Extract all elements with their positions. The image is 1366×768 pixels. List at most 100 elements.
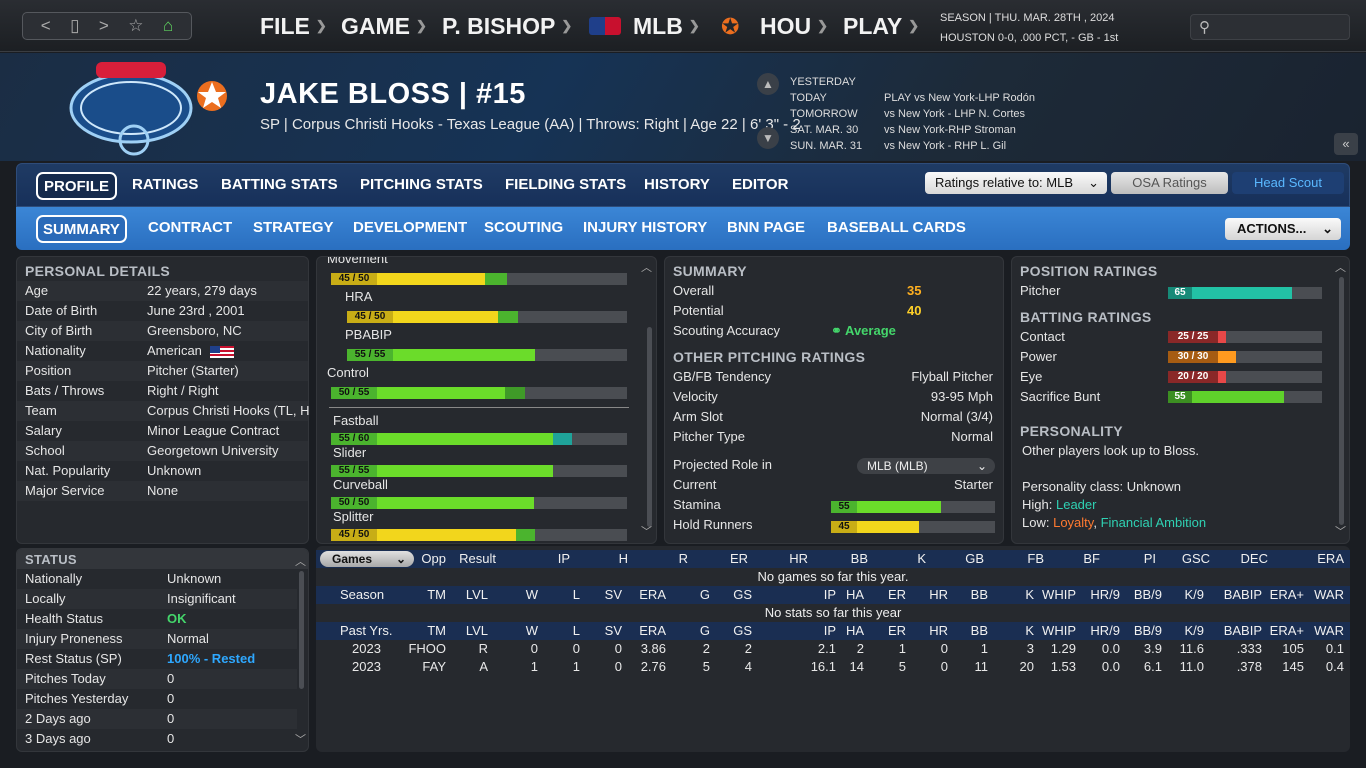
schedule-up-icon[interactable]: ▲ [757,73,779,95]
menu-manager[interactable]: P. BISHOP ❯ [442,10,572,42]
tab-summary[interactable]: SUMMARY [36,215,127,243]
rating-value: Normal [951,429,993,444]
column-header[interactable]: PI [1143,551,1156,566]
menu-team[interactable]: HOU ❯ [760,10,828,42]
schedule-game[interactable]: vs New York-RHP Stroman [884,124,1016,136]
pitcher-bar: 65 [1168,287,1322,299]
control-value: 50 / 55 [331,387,377,399]
column-header[interactable]: HR [789,551,808,566]
tab-ratings[interactable]: RATINGS [132,176,199,193]
column-header[interactable]: Opp [421,551,446,566]
menu-file[interactable]: FILE ❯ [260,10,327,42]
column-header[interactable]: GSC [1181,551,1210,566]
tab-pitching-stats[interactable]: PITCHING STATS [360,176,483,193]
column-header[interactable]: BF [1083,551,1100,566]
home-icon[interactable]: ⌂ [162,16,174,35]
forward-icon[interactable]: > [98,16,109,35]
back-icon[interactable]: < [40,16,51,35]
collapse-icon[interactable]: « [1334,133,1358,155]
detail-row: Nat. Popularity Unknown [17,461,308,481]
table-cell: 1 [980,641,988,656]
role-select[interactable]: MLB (MLB) ⌄ [857,458,995,474]
batting-row: Eye 20 / 20 [1012,367,1342,387]
scroll-down-icon[interactable]: ﹀ [641,526,652,538]
tab-history[interactable]: HISTORY [644,176,710,193]
search-input[interactable]: ⚲ [1190,14,1350,40]
table-cell: 5 [702,659,710,674]
table-cell: 2 [744,641,752,656]
chevron-down-icon: ❯ [561,18,573,33]
detail-value[interactable]: Corpus Christi Hooks (TL, H [147,403,310,418]
scroll-up-icon[interactable]: ︿ [641,262,652,274]
osa-ratings-button[interactable]: OSA Ratings [1111,172,1228,194]
tab-baseball-cards[interactable]: BASEBALL CARDS [827,219,966,236]
control-bar: 50 / 55 [331,387,627,399]
column-header[interactable]: K [917,551,926,566]
scroll-up-icon[interactable]: ︿ [1335,262,1346,274]
tab-contract[interactable]: CONTRACT [148,219,233,236]
tab-fielding-stats[interactable]: FIELDING STATS [505,176,627,193]
head-scout-button[interactable]: Head Scout [1232,172,1344,194]
column-header[interactable]: GB [965,551,984,566]
schedule-game[interactable]: vs New York - RHP L. Gil [884,140,1007,152]
panel-title: PERSONAL DETAILS [25,263,171,279]
menu-game[interactable]: GAME ❯ [341,10,427,42]
column-header[interactable]: ER [729,551,748,566]
tab-batting-stats[interactable]: BATTING STATS [221,176,338,193]
tab-development[interactable]: DEVELOPMENT [353,219,468,236]
column-header[interactable]: FB [1027,551,1044,566]
table-cell: 2023 [352,641,381,656]
tab-injury-history[interactable]: INJURY HISTORY [583,219,708,236]
column-header[interactable]: ERA [1317,551,1344,566]
tab-editor[interactable]: EDITOR [732,176,789,193]
tab-scouting[interactable]: SCOUTING [484,219,564,236]
low-label: Low: [1022,515,1050,530]
detail-label: Nat. Popularity [25,463,111,478]
device-icon[interactable]: ▯ [70,16,80,35]
table-cell: BB/9 [1133,587,1162,602]
chevron-down-icon: ❯ [315,18,327,33]
scrollbar[interactable] [1339,277,1344,525]
column-header[interactable]: IP [557,551,570,566]
scrollbar[interactable] [299,571,304,689]
top-bar [0,0,1366,52]
batting-bar: 25 / 25 [1168,331,1322,343]
ratings-relative-select[interactable]: Ratings relative to: MLB ⌄ [925,172,1107,194]
tab-profile[interactable]: PROFILE [36,172,118,200]
pitch-bar: 45 / 50 [331,529,627,541]
table-cell: IP [823,587,836,602]
tab-bnn-page[interactable]: BNN PAGE [727,219,806,236]
table-cell: BABIP [1223,587,1262,602]
scroll-up-icon[interactable]: ︿ [295,556,306,568]
games-select[interactable]: Games ⌄ [320,551,414,567]
schedule-game[interactable]: vs New York - LHP N. Cortes [884,108,1026,120]
schedule-day: TODAY [790,92,827,104]
scrollbar[interactable] [647,327,652,527]
detail-value: 22 years, 279 days [147,283,257,298]
rating-value: Flyball Pitcher [911,369,993,384]
column-header[interactable]: BB [850,551,868,566]
star-icon[interactable]: ☆ [128,16,144,35]
tab-strategy[interactable]: STRATEGY [253,219,334,236]
table-cell: G [699,623,710,638]
column-header[interactable]: DEC [1240,551,1268,566]
menu-league[interactable]: MLB ❯ [633,10,700,42]
detail-value: Pitcher (Starter) [147,363,239,378]
detail-row: School Georgetown University [17,441,308,461]
schedule-game[interactable]: PLAY vs New York-LHP Rodón [884,92,1036,104]
menu-league-label: MLB [633,12,683,39]
column-header[interactable]: Result [459,551,496,566]
schedule-down-icon[interactable]: ▼ [757,127,779,149]
column-header[interactable]: R [678,551,688,566]
detail-value: None [147,483,179,498]
rating-label: Arm Slot [673,409,723,424]
menu-play[interactable]: PLAY ❯ [843,10,919,42]
main-tabs [16,163,1350,207]
scroll-down-icon[interactable]: ﹀ [295,734,306,746]
accuracy-label: Scouting Accuracy [673,323,780,338]
column-header[interactable]: H [618,551,628,566]
table-cell: L [572,623,580,638]
actions-button[interactable]: ACTIONS... ⌄ [1225,218,1341,240]
detail-value[interactable]: Georgetown University [147,443,279,458]
scroll-down-icon[interactable]: ﹀ [1335,526,1346,538]
